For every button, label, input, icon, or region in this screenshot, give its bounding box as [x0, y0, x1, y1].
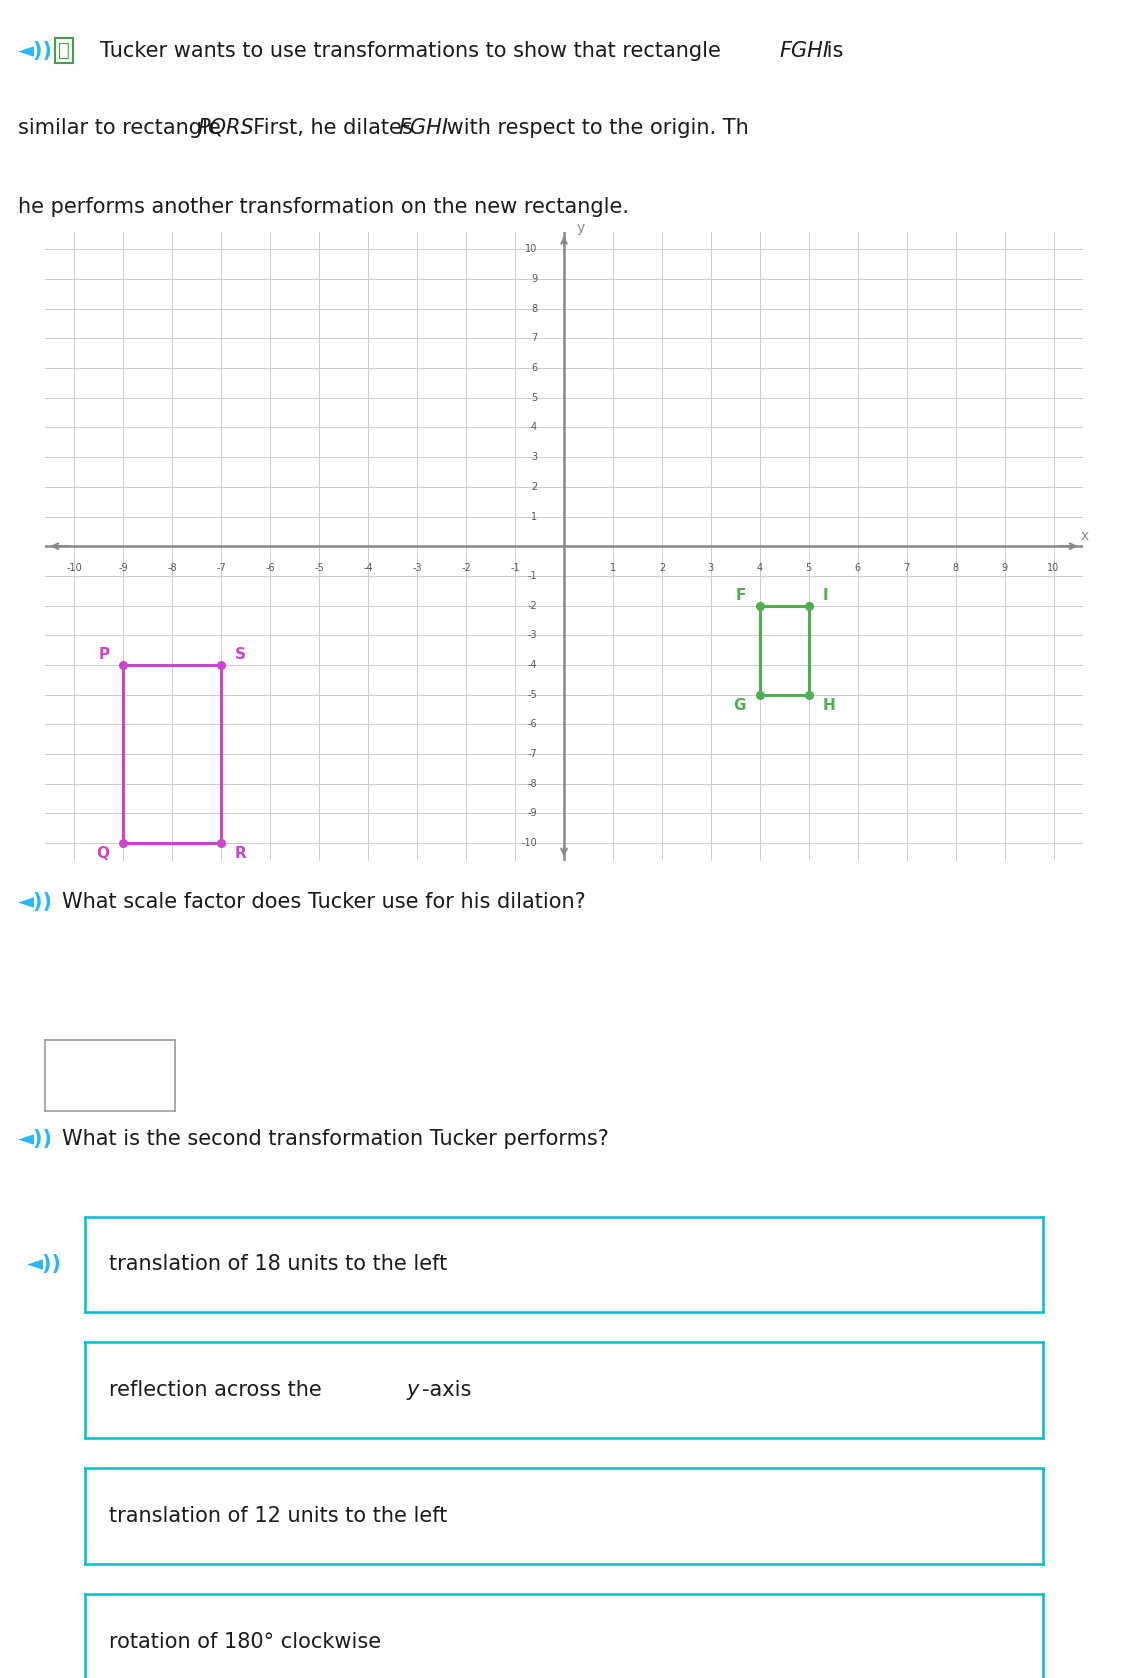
Text: is: is [820, 40, 844, 60]
Text: with respect to the origin. Th: with respect to the origin. Th [440, 117, 749, 138]
Text: What is the second transformation Tucker performs?: What is the second transformation Tucker… [62, 1129, 609, 1149]
Text: -9: -9 [118, 562, 129, 572]
Text: -axis: -axis [422, 1381, 472, 1399]
Text: Q: Q [97, 846, 109, 861]
Text: reflection across the: reflection across the [108, 1381, 328, 1399]
Text: PQRS: PQRS [197, 117, 254, 138]
Text: 7: 7 [904, 562, 910, 572]
Text: F: F [735, 587, 746, 602]
Text: -6: -6 [265, 562, 275, 572]
Text: 3: 3 [707, 562, 714, 572]
Text: 4: 4 [757, 562, 763, 572]
Text: -7: -7 [527, 748, 537, 758]
Text: ◄)): ◄)) [18, 1129, 53, 1149]
Text: -5: -5 [527, 690, 537, 700]
Text: 3: 3 [531, 451, 537, 461]
Text: H: H [822, 698, 835, 713]
Text: . First, he dilates: . First, he dilates [240, 117, 420, 138]
Text: translation of 12 units to the left: translation of 12 units to the left [108, 1507, 447, 1525]
Text: -2: -2 [527, 601, 537, 611]
Text: 2: 2 [659, 562, 666, 572]
Text: 1: 1 [531, 512, 537, 522]
Text: 6: 6 [855, 562, 861, 572]
Text: -10: -10 [67, 562, 82, 572]
Text: G: G [733, 698, 746, 713]
Text: -4: -4 [528, 659, 537, 670]
Text: 8: 8 [531, 304, 537, 314]
Text: -8: -8 [528, 779, 537, 789]
Text: 9: 9 [531, 274, 537, 284]
Text: -6: -6 [528, 720, 537, 730]
Text: rotation of 180° clockwise: rotation of 180° clockwise [108, 1633, 380, 1651]
Text: 学: 学 [58, 40, 70, 60]
Text: y: y [578, 220, 585, 235]
Text: -4: -4 [363, 562, 373, 572]
Text: FGHI: FGHI [398, 117, 448, 138]
Text: -10: -10 [521, 837, 537, 847]
Text: I: I [822, 587, 828, 602]
Text: 4: 4 [531, 423, 537, 433]
Text: 1: 1 [610, 562, 616, 572]
Text: similar to rectangle: similar to rectangle [18, 117, 228, 138]
Text: Tucker wants to use transformations to show that rectangle: Tucker wants to use transformations to s… [100, 40, 728, 60]
Text: -2: -2 [461, 562, 472, 572]
Text: 5: 5 [805, 562, 812, 572]
Text: ◄)): ◄)) [26, 1255, 62, 1274]
Text: y: y [407, 1381, 420, 1399]
Text: ◄)): ◄)) [18, 40, 53, 60]
Text: FGHI: FGHI [779, 40, 829, 60]
Text: 2: 2 [531, 482, 537, 492]
Text: -3: -3 [528, 631, 537, 641]
Text: S: S [235, 648, 246, 661]
Text: he performs another transformation on the new rectangle.: he performs another transformation on th… [18, 196, 629, 216]
Text: 9: 9 [1002, 562, 1007, 572]
Text: translation of 18 units to the left: translation of 18 units to the left [108, 1255, 447, 1274]
Text: 8: 8 [952, 562, 959, 572]
Text: -8: -8 [168, 562, 177, 572]
Text: 5: 5 [531, 393, 537, 403]
Text: P: P [98, 648, 109, 661]
Text: -3: -3 [413, 562, 422, 572]
Text: 7: 7 [531, 334, 537, 344]
Text: R: R [235, 846, 247, 861]
Text: -5: -5 [315, 562, 324, 572]
Text: What scale factor does Tucker use for his dilation?: What scale factor does Tucker use for hi… [62, 891, 585, 911]
Text: -9: -9 [528, 809, 537, 819]
Text: -1: -1 [510, 562, 520, 572]
Text: 10: 10 [1048, 562, 1059, 572]
Text: x: x [1081, 529, 1089, 542]
Text: 6: 6 [531, 362, 537, 373]
Text: -1: -1 [528, 571, 537, 581]
Text: -7: -7 [217, 562, 227, 572]
Text: 10: 10 [525, 245, 537, 255]
Text: ◄)): ◄)) [18, 891, 53, 911]
